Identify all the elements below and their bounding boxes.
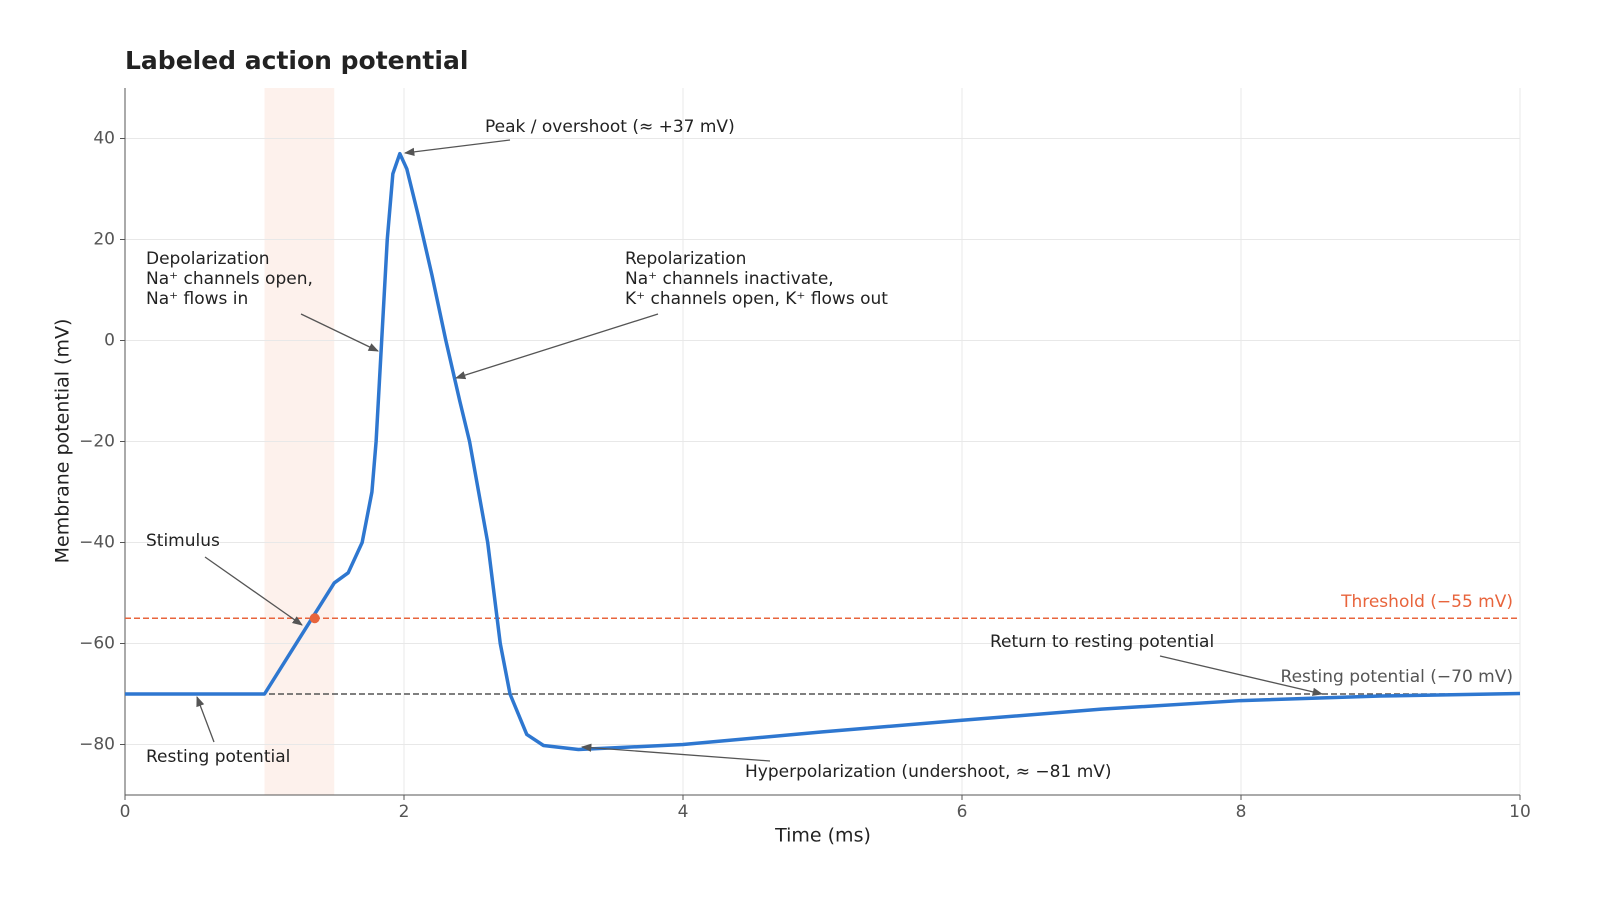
annotation: Peak / overshoot (≈ +37 mV) [485,117,735,137]
annotation: Return to resting potential [990,632,1214,652]
chart-title: Labeled action potential [125,46,468,75]
annotation: Resting potential [146,747,290,767]
annotation-arrow [300,313,379,352]
y-tick-label: −80 [79,735,115,755]
reference-label: Resting potential (−70 mV) [1281,667,1513,687]
line [125,151,1521,752]
y-tick-label: −40 [79,533,115,553]
annotation-arrow [403,139,511,156]
annotation: K⁺ channels open, K⁺ flows out [625,289,888,309]
y-tick-label: −60 [79,634,115,654]
y-tick-label: 40 [93,129,115,149]
x-tick-label: 0 [120,802,131,822]
y-tick-label: 0 [104,331,115,351]
x-tick-label: 8 [1236,802,1247,822]
x-tick-label: 6 [957,802,968,822]
annotation: Na⁺ channels inactivate, [625,269,834,289]
x-tick-label: 2 [399,802,410,822]
annotation-arrow [204,556,303,626]
x-axis-label: Time (ms) [774,825,871,847]
annotation-arrow [455,313,659,380]
annotation: Stimulus [146,531,220,551]
annotation-arrow [580,743,771,762]
annotation: Na⁺ flows in [146,289,248,309]
reference-label: Threshold (−55 mV) [1340,592,1513,612]
y-tick-label: −20 [79,432,115,452]
annotation: Depolarization [146,249,270,269]
annotation: Hyperpolarization (undershoot, ≈ −81 mV) [745,762,1112,782]
stimulus-point [309,613,320,624]
x-tick-label: 10 [1509,802,1531,822]
y-tick-label: 20 [93,230,115,250]
annotation: Na⁺ channels open, [146,269,313,289]
annotation-arrow [1159,655,1324,696]
annotation-arrow [196,696,215,743]
annotation: Repolarization [625,249,746,269]
y-axis-label: Membrane potential (mV) [52,319,74,564]
x-tick-label: 4 [678,802,689,822]
